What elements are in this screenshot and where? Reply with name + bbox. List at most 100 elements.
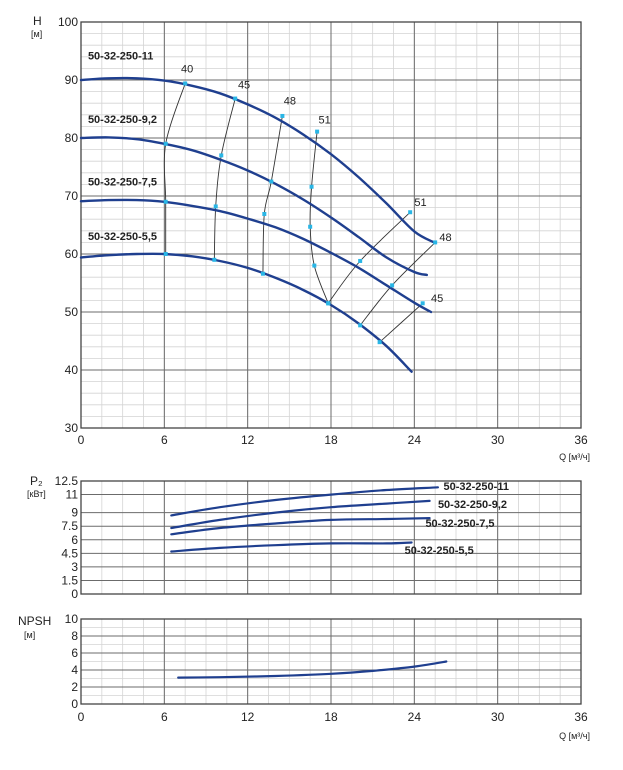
plot-frame [80,21,582,429]
efficiency-marker [163,141,168,146]
efficiency-marker [358,323,363,328]
x-tick-label: 36 [574,710,588,724]
npsh-x-title: Q [м³/ч] [559,731,590,741]
efficiency-markers [163,81,438,345]
efficiency-marker [390,283,395,288]
efficiency-marker [433,240,438,245]
power-y-tick-label: 7.5 [61,519,78,533]
power-curves [170,486,439,553]
npsh-curve [177,660,448,679]
npsh-y-tick-label: 8 [71,629,78,643]
power-curve-50-32-250-7,5 [170,517,431,536]
head-curve-50-32-250-7,5 [79,198,433,314]
plot-frame [80,618,582,705]
power-curve-50-32-250-9,2 [170,499,431,530]
efficiency-line-48 [359,242,436,326]
efficiency-marker [420,301,425,306]
efficiency-marker [315,129,320,134]
head-curve-labels: 50-32-250-11 50-32-250-9,2 50-32-250-7,5 50… [88,51,157,243]
npsh-grid [80,618,582,705]
head-y-tick-label: 80 [65,131,79,145]
head-curve-50-32-250-11 [79,76,437,245]
power-curve-label: 50-32-250-7,5 [425,518,494,530]
power-y-tick-label: 9 [71,506,78,520]
x-tick-label: 24 [408,433,422,447]
power-y-tick-label: 6 [71,533,78,547]
efficiency-line-48 [262,115,283,274]
power-y-tick-label: 4.5 [61,546,78,560]
x-tick-label: 6 [161,710,168,724]
head-curve-label: 50-32-250-7,5 [88,177,157,189]
efficiency-marker [212,257,217,262]
power-curve-50-32-250-5,5 [170,541,413,553]
head-y-tick-label: 30 [65,421,79,435]
x-tick-label: 6 [161,433,168,447]
power-y-tick-label: 12.5 [55,474,79,488]
npsh-y-tick-label: 4 [71,663,78,677]
efficiency-label-48: 48 [439,232,451,244]
head-y-tick-label: 40 [65,363,79,377]
efficiency-marker [269,179,274,184]
head-curve-label: 50-32-250-9,2 [88,114,157,126]
power-y-tick-label: 3 [71,560,78,574]
x-tick-label: 18 [324,433,338,447]
power-curve-50-32-250-11 [170,486,439,517]
plot-frame [80,480,582,595]
head-y-tick-label: 70 [65,189,79,203]
efficiency-line-45 [379,302,424,343]
head-y-ticks: 30 40 50 60 70 80 90 100 [58,15,78,435]
x-tick-label: 18 [324,710,338,724]
efficiency-label-51: 51 [414,197,426,209]
head-curve-label: 50-32-250-5,5 [88,231,157,243]
npsh-y-tick-label: 0 [71,697,78,711]
efficiency-marker [163,199,168,204]
efficiency-line-40 [163,83,186,254]
efficiency-label-45: 45 [238,80,250,92]
power-y-tick-label: 11 [66,488,79,502]
power-curve-label: 50-32-250-9,2 [438,499,507,511]
x-tick-label: 30 [491,710,505,724]
npsh-y-title: NPSH [18,614,51,628]
head-y-tick-label: 50 [65,305,79,319]
head-y-tick-label: 100 [58,15,78,29]
npsh-y-tick-label: 6 [71,646,78,660]
head-y-tick-label: 60 [65,247,79,261]
head-y-tick-label: 90 [65,73,79,87]
npsh-curves [177,660,448,679]
power-grid [80,480,582,595]
head-curve-50-32-250-5,5 [79,252,413,373]
npsh-y-tick-label: 2 [71,680,78,694]
power-curve-label: 50-32-250-5,5 [405,545,474,557]
head-grid [80,21,582,429]
efficiency-marker [326,301,331,306]
power-curve-labels: 50-32-250-11 50-32-250-9,2 50-32-250-7,5 50… [405,481,509,557]
npsh-x-ticks: 0 6 12 18 24 30 36 [78,710,588,724]
efficiency-line-45 [213,98,236,260]
efficiency-marker [309,184,314,189]
head-curve-label: 50-32-250-11 [88,51,153,63]
power-curve-label: 50-32-250-11 [444,481,509,493]
power-y-tick-label: 0 [71,587,78,601]
head-y-title: Н [33,14,42,28]
efficiency-labels: 40 45 48 51 51 48 45 [181,63,452,305]
efficiency-label-40: 40 [181,63,193,75]
efficiency-marker [377,340,382,345]
efficiency-marker [408,210,413,215]
head-chart: Н [м] Q [м³/ч] 30 40 50 60 70 80 90 100 0 6 12 18 2… [31,14,590,462]
power-y-unit: [кВт] [27,489,46,499]
head-curve-50-32-250-9,2 [79,136,428,277]
power-y-tick-label: 1.5 [61,573,78,587]
efficiency-marker [262,211,267,216]
efficiency-marker [280,113,285,118]
power-y-title: P₂ [30,474,43,488]
head-x-ticks: 0 6 12 18 24 30 36 [78,433,588,447]
x-tick-label: 12 [241,710,255,724]
x-tick-label: 30 [491,433,505,447]
efficiency-label-45: 45 [431,293,443,305]
efficiency-label-51: 51 [319,115,331,127]
efficiency-marker [219,153,224,158]
efficiency-label-48: 48 [284,95,296,107]
